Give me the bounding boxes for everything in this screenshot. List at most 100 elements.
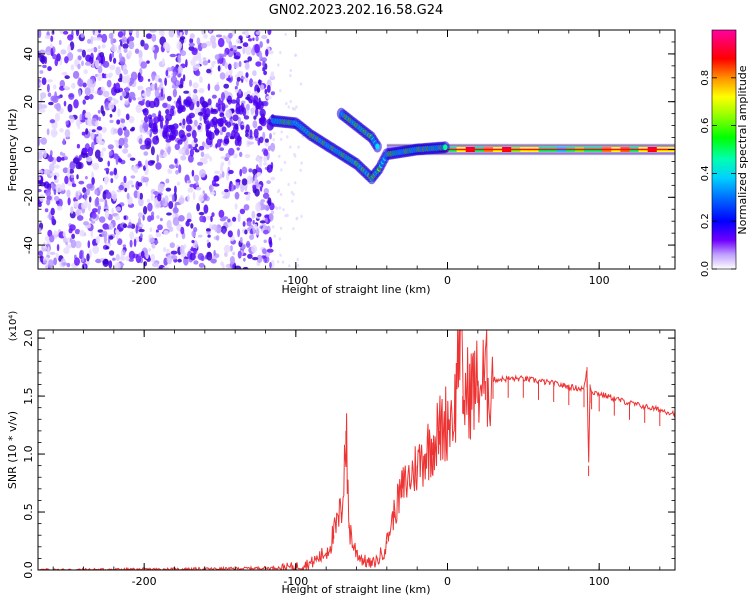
noise-speck [115, 156, 119, 166]
noise-speck [236, 76, 241, 82]
noise-speck [256, 172, 262, 177]
noise-speck [117, 108, 121, 117]
noise-speck [224, 119, 228, 126]
noise-speck [183, 143, 189, 150]
noise-speck [249, 234, 255, 241]
noise-speck [190, 223, 194, 229]
noise-speck [242, 266, 249, 269]
noise-speck [211, 108, 219, 115]
noise-speck [235, 38, 241, 45]
noise-speck [198, 88, 205, 94]
noise-speck [235, 181, 240, 189]
noise-speck [252, 70, 257, 77]
noise-speck [116, 49, 122, 54]
noise-speck [171, 194, 175, 203]
noise-speck [185, 59, 188, 68]
noise-speck [118, 137, 125, 147]
noise-speck [135, 224, 139, 234]
noise-speck [217, 37, 225, 48]
noise-speck [193, 227, 198, 233]
noise-speck [208, 30, 212, 33]
colorbar-ticks: 0.0 0.2 0.4 0.6 0.8 [700, 70, 736, 277]
noise-speck [225, 109, 233, 119]
noise-speck [289, 99, 292, 104]
noise-speck [211, 94, 217, 99]
noise-speck [266, 84, 271, 93]
noise-speck [289, 74, 292, 78]
noise-speck [224, 156, 230, 162]
noise-speck [285, 102, 288, 106]
noise-speck [196, 100, 200, 108]
noise-speck [97, 45, 101, 50]
noise-speck [245, 62, 250, 70]
noise-speck [293, 107, 296, 111]
noise-speck [246, 175, 253, 185]
noise-speck [121, 90, 127, 97]
noise-speck [99, 184, 103, 192]
noise-speck [221, 92, 225, 101]
noise-speck [178, 215, 185, 222]
noise-speck [114, 139, 118, 143]
noise-speck [168, 30, 175, 38]
noise-speck [55, 200, 60, 205]
noise-speck [242, 46, 246, 55]
noise-speck [268, 213, 274, 221]
noise-speck [41, 77, 47, 85]
noise-speck [108, 223, 114, 230]
noise-speck [203, 33, 208, 39]
noise-speck [39, 194, 45, 202]
noise-speck [294, 53, 297, 57]
noise-speck [43, 150, 47, 159]
y-tick-label: 1.5 [22, 387, 35, 405]
noise-speck [82, 147, 88, 153]
noise-speck [209, 156, 213, 162]
noise-speck [193, 119, 198, 127]
noise-speck [91, 212, 97, 219]
noise-speck [207, 241, 211, 249]
noise-speck [55, 252, 59, 260]
noise-speck [237, 228, 241, 238]
noise-speck [263, 188, 269, 195]
noise-speck [158, 30, 163, 36]
noise-speck [54, 112, 61, 122]
noise-speck [166, 95, 172, 102]
noise-speck [137, 75, 144, 83]
noise-speck [128, 250, 135, 260]
noise-speck [85, 61, 91, 66]
noise-speck [53, 84, 57, 90]
noise-speck [145, 33, 153, 39]
noise-speck [219, 147, 225, 152]
noise-speck [117, 238, 123, 246]
noise-speck [126, 225, 133, 229]
noise-speck [77, 78, 84, 87]
noise-speck [197, 253, 204, 261]
noise-speck [247, 253, 253, 259]
noise-speck [227, 218, 231, 223]
noise-speck [179, 122, 182, 126]
noise-speck [182, 74, 186, 82]
noise-speck [109, 171, 114, 176]
noise-speck [199, 76, 203, 84]
noise-speck [75, 240, 82, 249]
noise-speck [243, 257, 246, 262]
noise-speck [67, 197, 71, 206]
noise-speck [177, 54, 182, 64]
noise-speck [56, 205, 63, 211]
noise-speck [254, 188, 260, 197]
noise-speck [124, 187, 128, 193]
noise-speck [180, 155, 187, 161]
x-tick-label: -200 [132, 575, 157, 588]
noise-speck [178, 84, 184, 89]
noise-speck [194, 63, 201, 69]
noise-speck [237, 250, 242, 259]
noise-speck [193, 88, 198, 94]
noise-speck [245, 132, 249, 138]
noise-speck [115, 253, 120, 262]
noise-speck [197, 125, 201, 130]
noise-speck [169, 53, 177, 58]
noise-speck [174, 203, 177, 212]
noise-speck [226, 77, 232, 82]
noise-speck [148, 100, 156, 109]
noise-speck [247, 56, 252, 62]
noise-speck [91, 177, 95, 185]
